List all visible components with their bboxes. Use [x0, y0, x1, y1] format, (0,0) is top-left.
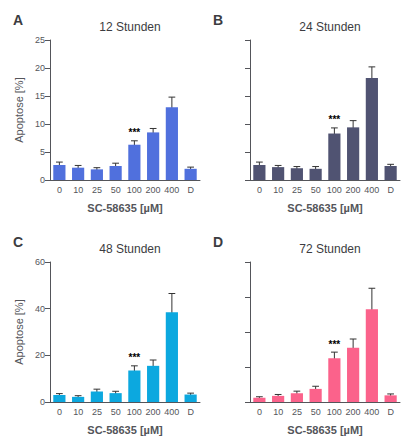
svg-text:100: 100: [127, 407, 142, 417]
svg-text:50: 50: [311, 185, 321, 195]
svg-text:A: A: [13, 12, 23, 28]
svg-text:40: 40: [35, 304, 45, 314]
svg-text:60: 60: [35, 257, 45, 267]
svg-text:25: 25: [35, 35, 45, 45]
svg-text:12 Stunden: 12 Stunden: [99, 20, 160, 34]
svg-text:24 Stunden: 24 Stunden: [299, 20, 360, 34]
svg-text:200: 200: [146, 407, 161, 417]
svg-text:0: 0: [40, 397, 45, 407]
svg-text:***: ***: [129, 127, 141, 138]
svg-text:5: 5: [40, 147, 45, 157]
svg-text:200: 200: [146, 185, 161, 195]
svg-text:400: 400: [164, 407, 179, 417]
svg-text:0: 0: [257, 185, 262, 195]
svg-text:72 Stunden: 72 Stunden: [299, 242, 360, 256]
svg-text:C: C: [13, 234, 23, 250]
svg-text:Apoptose [%]: Apoptose [%]: [13, 299, 25, 364]
svg-text:25: 25: [292, 407, 302, 417]
svg-text:25: 25: [292, 185, 302, 195]
svg-text:***: ***: [329, 114, 341, 125]
svg-text:20: 20: [35, 63, 45, 73]
svg-text:400: 400: [364, 407, 379, 417]
svg-text:D: D: [387, 185, 394, 195]
svg-text:100: 100: [127, 185, 142, 195]
svg-text:SC-58635 [µM]: SC-58635 [µM]: [287, 202, 363, 214]
svg-text:100: 100: [327, 407, 342, 417]
svg-text:400: 400: [164, 185, 179, 195]
svg-text:400: 400: [364, 185, 379, 195]
svg-text:0: 0: [40, 175, 45, 185]
svg-text:***: ***: [329, 339, 341, 350]
svg-text:10: 10: [73, 185, 83, 195]
svg-text:***: ***: [129, 352, 141, 363]
svg-text:0: 0: [57, 407, 62, 417]
svg-text:100: 100: [327, 185, 342, 195]
svg-text:10: 10: [273, 185, 283, 195]
svg-text:25: 25: [92, 407, 102, 417]
svg-text:0: 0: [57, 185, 62, 195]
svg-text:50: 50: [311, 407, 321, 417]
svg-text:20: 20: [35, 350, 45, 360]
svg-text:200: 200: [346, 185, 361, 195]
svg-text:D: D: [213, 234, 223, 250]
svg-text:10: 10: [35, 119, 45, 129]
svg-text:D: D: [187, 185, 194, 195]
svg-text:SC-58635 [µM]: SC-58635 [µM]: [87, 202, 163, 214]
svg-text:25: 25: [92, 185, 102, 195]
svg-text:D: D: [387, 407, 394, 417]
svg-text:10: 10: [73, 407, 83, 417]
svg-text:200: 200: [346, 407, 361, 417]
svg-text:48 Stunden: 48 Stunden: [99, 242, 160, 256]
svg-text:B: B: [213, 12, 223, 28]
svg-text:10: 10: [273, 407, 283, 417]
svg-text:D: D: [187, 407, 194, 417]
svg-text:Apoptose [%]: Apoptose [%]: [13, 77, 25, 142]
svg-text:15: 15: [35, 91, 45, 101]
svg-text:50: 50: [111, 407, 121, 417]
svg-text:SC-58635 [µM]: SC-58635 [µM]: [287, 424, 363, 436]
svg-text:0: 0: [257, 407, 262, 417]
svg-text:SC-58635 [µM]: SC-58635 [µM]: [87, 424, 163, 436]
svg-text:50: 50: [111, 185, 121, 195]
